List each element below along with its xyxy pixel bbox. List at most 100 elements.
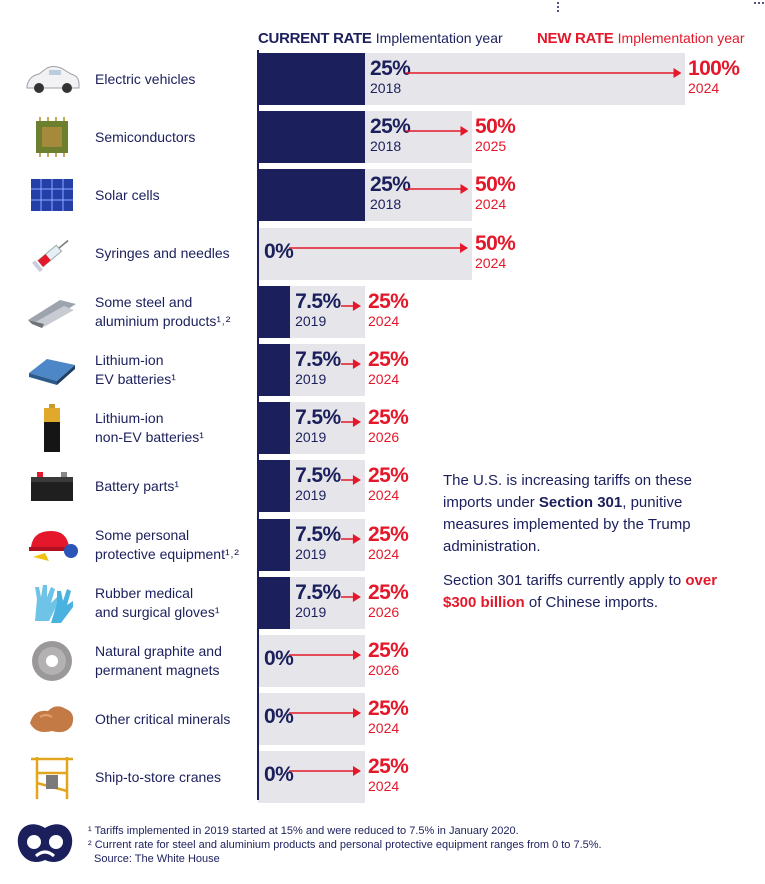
chart-row: Battery parts¹ 7.5% 2019 25% 2024 — [0, 460, 765, 513]
category-label: Battery parts¹ — [95, 477, 180, 494]
steel-beams-icon — [22, 288, 82, 336]
current-rate-value: 25% 2018 — [370, 173, 411, 213]
current-year-text: 2019 — [295, 312, 327, 329]
current-year-text: 2019 — [295, 487, 327, 504]
footnotes: ¹ Tariffs implemented in 2019 started at… — [88, 824, 602, 866]
increase-arrow-icon — [341, 359, 361, 369]
category-label: Semiconductors — [95, 128, 196, 145]
new-year-text: 2024 — [368, 778, 400, 795]
current-rate-text: 0% — [264, 763, 294, 787]
category-label: Rubber medical and surgical gloves¹ — [95, 584, 220, 620]
new-rate-text: 25% — [368, 755, 409, 779]
new-year-text: 2024 — [368, 545, 400, 562]
new-year-text: 2026 — [368, 429, 400, 446]
ev-battery-icon — [22, 346, 82, 394]
current-rate-text: 7.5% — [295, 289, 341, 313]
current-rate-value: 7.5% 2019 — [295, 464, 341, 504]
current-rate-text: 7.5% — [295, 580, 341, 604]
increase-arrow-icon — [341, 475, 361, 486]
current-rate-bar — [258, 518, 291, 571]
electric-car-icon — [22, 55, 82, 103]
current-rate-sublabel: Implementation year — [375, 30, 503, 46]
gloves-icon — [22, 579, 82, 627]
new-rate-value: 50% 2024 — [475, 232, 516, 271]
current-year-text: 2019 — [295, 429, 327, 446]
current-rate-value: 0% — [264, 705, 294, 729]
current-rate-text: 7.5% — [295, 406, 341, 430]
category-label: Natural graphite and permanent magnets — [95, 643, 222, 678]
current-rate-label: CURRENT RATE — [258, 30, 372, 47]
current-rate-text: 0% — [264, 705, 294, 729]
increase-arrow-icon — [289, 766, 361, 777]
new-rate-text: 100% — [688, 57, 740, 80]
note-paragraph-2: Section 301 tariffs currently apply to o… — [443, 572, 718, 611]
new-year-text: 2024 — [368, 720, 400, 737]
current-year-text: 2018 — [370, 138, 402, 155]
current-rate-value: 7.5% 2019 — [295, 580, 341, 620]
current-year-text: 2018 — [370, 80, 402, 96]
increase-arrow-icon — [405, 184, 468, 195]
current-year-text: 2018 — [370, 196, 402, 213]
current-rate-text: 25% — [370, 173, 411, 197]
category-label: Electric vehicles — [95, 70, 196, 87]
new-rate-value: 25% 2024 — [368, 348, 409, 388]
new-rate-text: 25% — [368, 348, 409, 371]
category-label: Syringes and needles — [95, 245, 230, 262]
current-rate-value: 25% 2018 — [370, 57, 411, 97]
new-rate-label: NEW RATE — [537, 30, 614, 47]
new-year-text: 2026 — [368, 662, 400, 678]
new-rate-value: 50% 2025 — [475, 116, 516, 155]
current-rate-text: 25% — [370, 57, 411, 80]
current-rate-bar — [258, 285, 291, 338]
new-rate-text: 25% — [368, 639, 409, 662]
current-rate-value: 25% 2018 — [370, 116, 411, 155]
source-note: Source: The White House — [94, 853, 220, 865]
copper-nugget-icon — [22, 695, 82, 743]
solar-panel-icon — [22, 171, 82, 219]
footnote-1: ¹ Tariffs implemented in 2019 started at… — [88, 825, 519, 837]
current-rate-text: 0% — [264, 239, 294, 263]
new-rate-value: 25% 2024 — [368, 755, 409, 795]
current-year-text: 2019 — [295, 603, 327, 620]
new-rate-value: 25% 2024 — [368, 464, 409, 504]
current-rate-text: 7.5% — [295, 464, 341, 488]
new-rate-text: 25% — [368, 522, 409, 546]
syringe-icon — [22, 230, 82, 278]
current-rate-value: 7.5% 2019 — [295, 289, 341, 329]
current-rate-value: 0% — [264, 239, 294, 263]
new-year-text: 2026 — [368, 603, 400, 620]
current-year-text: 2019 — [295, 545, 327, 562]
crane-icon — [22, 753, 82, 801]
section-301-note: The U.S. is increasing tariffs on these … — [443, 470, 743, 626]
chart-row: Some steel and aluminium products¹˒² 7.5%… — [0, 285, 765, 338]
chart-row: Other critical minerals 0% 25% 2024 — [0, 693, 765, 746]
category-label: Other critical minerals — [95, 710, 231, 727]
category-label: Ship-to-store cranes — [95, 768, 222, 785]
current-rate-bar — [258, 402, 291, 455]
current-rate-value: 0% — [264, 648, 294, 670]
category-label: Solar cells — [95, 186, 160, 203]
new-rate-text: 25% — [368, 289, 409, 313]
increase-arrow-icon — [341, 591, 361, 602]
brand-logo-icon — [17, 824, 73, 863]
aa-battery-icon — [22, 404, 82, 453]
new-rate-bar — [258, 693, 365, 746]
new-rate-value: 25% 2026 — [368, 581, 409, 620]
new-rate-text: 25% — [368, 464, 409, 488]
chart-row: Lithium-ion EV batteries¹ 7.5% 2019 25% 2024 — [0, 344, 765, 396]
increase-arrow-icon — [289, 242, 468, 253]
current-rate-header: CURRENT RATE Implementation year — [258, 30, 503, 47]
current-rate-bar — [258, 111, 365, 164]
current-rate-value: 0% — [264, 763, 294, 787]
new-year-text: 2024 — [475, 196, 507, 213]
chart-row: Natural graphite and permanent magnets 0%… — [0, 635, 765, 687]
new-rate-value: 100% 2024 — [688, 57, 740, 97]
current-rate-bar — [258, 344, 291, 396]
new-rate-header: NEW RATE Implementation year — [537, 30, 745, 47]
new-year-text: 2025 — [475, 138, 507, 155]
magnet-ring-icon — [22, 637, 82, 685]
current-rate-text: 7.5% — [295, 348, 341, 371]
new-rate-value: 25% 2024 — [368, 698, 409, 737]
increase-arrow-icon — [289, 650, 361, 660]
new-year-text: 2024 — [368, 312, 400, 329]
